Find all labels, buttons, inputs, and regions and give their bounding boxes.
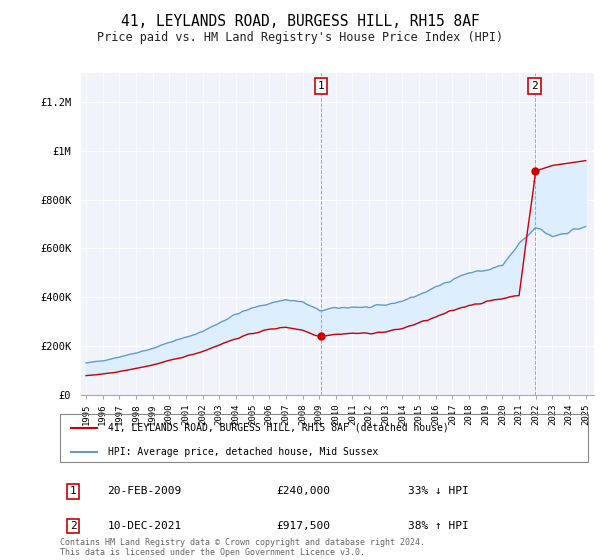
Text: 38% ↑ HPI: 38% ↑ HPI	[409, 521, 469, 531]
Text: 2: 2	[70, 521, 77, 531]
Text: 1: 1	[70, 486, 77, 496]
Text: Contains HM Land Registry data © Crown copyright and database right 2024.
This d: Contains HM Land Registry data © Crown c…	[60, 538, 425, 557]
Text: 33% ↓ HPI: 33% ↓ HPI	[409, 486, 469, 496]
Text: 1: 1	[318, 81, 325, 91]
Text: 2: 2	[531, 81, 538, 91]
Text: 41, LEYLANDS ROAD, BURGESS HILL, RH15 8AF: 41, LEYLANDS ROAD, BURGESS HILL, RH15 8A…	[121, 14, 479, 29]
Text: 41, LEYLANDS ROAD, BURGESS HILL, RH15 8AF (detached house): 41, LEYLANDS ROAD, BURGESS HILL, RH15 8A…	[107, 423, 448, 433]
Text: £917,500: £917,500	[277, 521, 331, 531]
Text: £240,000: £240,000	[277, 486, 331, 496]
Text: Price paid vs. HM Land Registry's House Price Index (HPI): Price paid vs. HM Land Registry's House …	[97, 31, 503, 44]
Text: 10-DEC-2021: 10-DEC-2021	[107, 521, 182, 531]
Text: HPI: Average price, detached house, Mid Sussex: HPI: Average price, detached house, Mid …	[107, 446, 378, 456]
Text: 20-FEB-2009: 20-FEB-2009	[107, 486, 182, 496]
